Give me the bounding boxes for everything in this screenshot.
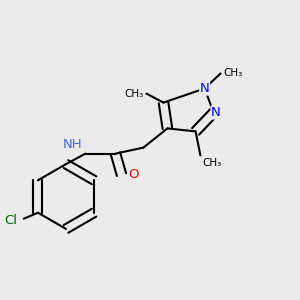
Text: NH: NH — [63, 138, 83, 151]
Text: CH₃: CH₃ — [202, 158, 221, 168]
Text: CH₃: CH₃ — [223, 68, 242, 79]
Text: N: N — [200, 82, 209, 95]
Text: Cl: Cl — [4, 214, 17, 227]
Text: CH₃: CH₃ — [125, 88, 144, 99]
Text: N: N — [211, 106, 221, 119]
Text: O: O — [128, 168, 139, 181]
